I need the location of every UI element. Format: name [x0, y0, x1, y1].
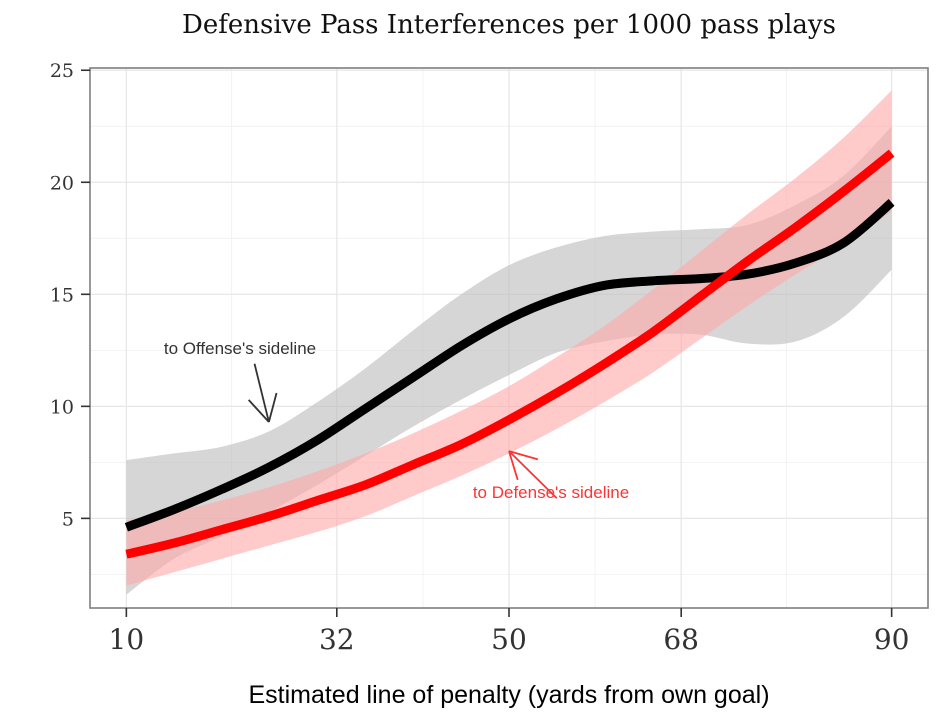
series-line-0 [124, 198, 895, 532]
x-axis: 10 32 50 68 90 [109, 608, 910, 656]
x-axis-label: Estimated line of penalty (yards from ow… [248, 681, 769, 709]
y-tick-label: 20 [50, 172, 74, 194]
x-tick-label: 10 [109, 623, 145, 656]
annotation-arrowhead [508, 450, 519, 481]
y-tick-label: 25 [50, 60, 74, 82]
x-tick-label: 50 [491, 623, 527, 656]
x-tick-label: 68 [663, 623, 699, 656]
annotation-arrowhead [508, 450, 539, 461]
y-tick-label: 10 [50, 396, 74, 418]
x-tick-label: 32 [319, 623, 355, 656]
series-line-1 [125, 149, 895, 559]
y-tick-label: 15 [50, 284, 74, 306]
annotation-arrow-1 [508, 450, 558, 499]
annotation-arrowhead [247, 399, 270, 423]
chart-title: Defensive Pass Interferences per 1000 pa… [182, 10, 836, 40]
y-axis: 5 10 15 20 25 [50, 60, 90, 530]
series-lines [124, 149, 895, 559]
annotation-arrow-0 [253, 363, 270, 423]
annotation-offense-label: to Offense's sideline [164, 339, 316, 358]
annotation-arrowhead [268, 392, 278, 423]
y-tick-label: 5 [62, 508, 74, 530]
x-tick-label: 90 [874, 623, 910, 656]
